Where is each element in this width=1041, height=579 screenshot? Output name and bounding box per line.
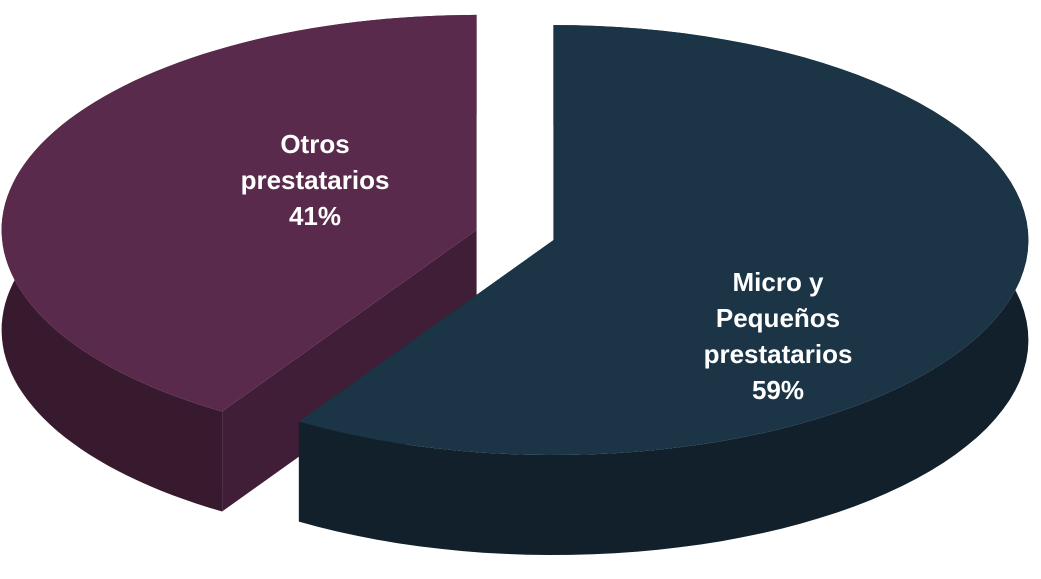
slice <box>1 14 477 412</box>
slice-label: Otros prestatarios <box>240 129 390 195</box>
slice-label: Micro y Pequeños prestatarios <box>703 267 853 369</box>
slice <box>298 25 1029 455</box>
slice-side <box>222 229 477 512</box>
slice-value-label: 59% <box>751 375 805 405</box>
slice-value-label: 41% <box>288 201 342 231</box>
